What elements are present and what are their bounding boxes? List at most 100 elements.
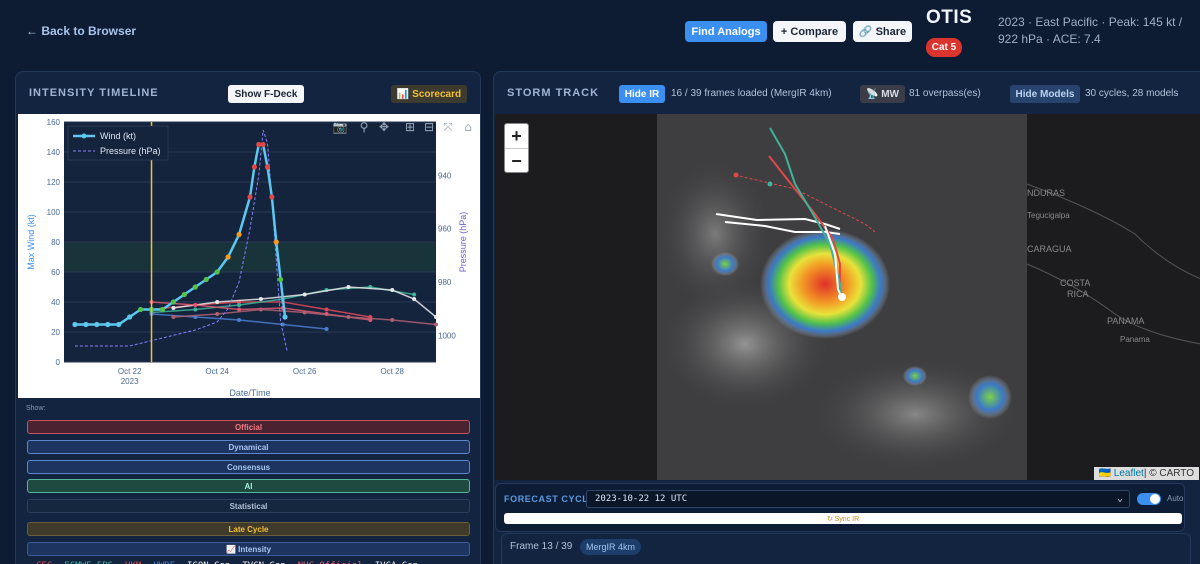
wind-point — [214, 269, 220, 275]
chart-legend-box — [67, 125, 169, 161]
ir-cloud — [655, 154, 775, 314]
forecast-point — [215, 300, 220, 304]
filter-consensus[interactable]: Consensus — [27, 460, 470, 474]
model-track — [715, 213, 841, 230]
wind-point — [282, 314, 288, 320]
model-legend-item[interactable]: TVCN-Gen — [242, 561, 285, 564]
microwave-button[interactable]: 📡 MW — [860, 85, 905, 103]
ir-convection — [711, 252, 739, 276]
back-to-browser-link[interactable]: ← Back to Browser — [26, 24, 137, 38]
model-legend-item[interactable]: HWRF — [153, 561, 175, 564]
coastline — [1026, 263, 1200, 345]
chevron-down-icon: ⌄ — [1116, 493, 1123, 504]
storm-track-title: STORM TRACK — [507, 87, 600, 99]
filter-statistical[interactable]: Statistical — [27, 499, 470, 513]
map-svg: NDURAS Tegucigalpa CARAGUA COSTA RICA PA… — [495, 114, 1200, 480]
map-label: COSTA — [1060, 278, 1090, 288]
wind-point — [236, 231, 242, 238]
legend-label-pressure: Pressure (hPa) — [100, 146, 161, 156]
model-legend-item[interactable]: UKM — [125, 561, 141, 564]
map-label: PANAMA — [1107, 316, 1144, 326]
filter-intensity[interactable]: 📈 Intensity — [27, 542, 470, 556]
forecast-point — [193, 307, 198, 312]
zoom-out-button[interactable]: − — [511, 151, 522, 171]
map-label: Panama — [1120, 335, 1150, 344]
compare-button[interactable]: + Compare — [773, 21, 846, 42]
scorecard-button[interactable]: 📊 Scorecard — [391, 85, 467, 103]
map-label: NDURAS — [1027, 188, 1065, 198]
home-icon[interactable]: ⌂ — [464, 120, 472, 134]
model-legend-item[interactable]: IVCA-Gen — [375, 561, 418, 564]
model-track — [724, 221, 841, 235]
pan-icon[interactable]: ✥ — [379, 120, 389, 134]
x-tick-label: Oct 26 — [293, 367, 317, 376]
wind-point — [127, 314, 133, 320]
y2-tick-label: 1000 — [438, 331, 456, 340]
hide-ir-button[interactable]: Hide IR — [619, 85, 665, 103]
autoscale-icon[interactable]: ⤧ — [443, 120, 453, 134]
share-button[interactable]: 🔗 Share — [853, 21, 912, 42]
wind-point — [278, 276, 284, 283]
filter-official[interactable]: Official — [27, 420, 470, 434]
ir-frames-info: 16 / 39 frames loaded (MergIR 4km) — [671, 88, 832, 99]
intensity-chart[interactable]: 0 20 40 60 80 100 120 140 160 940 960 980 1000 Oct 22… — [18, 114, 480, 398]
map-attribution: 🇺🇦 Leaflet | © CARTO — [1093, 467, 1199, 480]
ecmwf-track — [769, 127, 843, 298]
sync-ir-button[interactable]: ↻ Sync IR — [504, 513, 1182, 524]
find-analogs-button[interactable]: Find Analogs — [685, 21, 767, 42]
forecast-point — [171, 306, 176, 310]
wind-point — [181, 291, 187, 298]
y-tick-label: 40 — [51, 298, 60, 307]
hide-models-button[interactable]: Hide Models — [1010, 85, 1080, 103]
wind-point — [251, 164, 257, 170]
storm-track-map[interactable]: NDURAS Tegucigalpa CARAGUA COSTA RICA PA… — [495, 114, 1200, 480]
model-legend: CEC ECMWF-EPS UKM HWRF ICON-Gen TVCN-Gen NHC-O… — [36, 561, 430, 564]
official-track — [768, 155, 841, 294]
forecast-point — [258, 297, 263, 301]
show-fdeck-button[interactable]: Show F-Deck — [228, 85, 304, 103]
intensity-chart-svg: 0 20 40 60 80 100 120 140 160 940 960 980 1000 Oct 22… — [26, 118, 472, 398]
model-legend-item[interactable]: ICON-Gen — [187, 561, 230, 564]
forecast-cycle-bar: FORECAST CYCLE 2023-10-22 12 UTC ⌄ Auto … — [495, 483, 1185, 532]
forecast-point — [237, 318, 242, 322]
filter-dynamical[interactable]: Dynamical — [27, 440, 470, 454]
y-tick-label: 160 — [47, 118, 61, 127]
model-legend-item[interactable]: ECMWF-EPS — [64, 561, 113, 564]
forecast-point — [346, 285, 351, 289]
model-track — [734, 174, 876, 233]
zoom-in-icon[interactable]: ⊞ — [405, 120, 415, 134]
zoom-icon[interactable]: ⚲ — [360, 120, 369, 134]
auto-label: Auto — [1167, 494, 1184, 503]
forecast-point — [237, 303, 242, 307]
forecast-point — [258, 307, 263, 312]
wind-point — [260, 141, 266, 148]
forecast-cycle-select[interactable]: 2023-10-22 12 UTC ⌄ — [586, 490, 1130, 508]
forecast-point — [434, 322, 438, 327]
y-tick-label: 60 — [51, 268, 60, 277]
forecast-point — [171, 315, 176, 319]
forecast-point — [434, 315, 438, 319]
y-tick-label: 20 — [51, 328, 60, 337]
auto-toggle[interactable] — [1137, 493, 1161, 505]
zoom-out-icon[interactable]: ⊟ — [424, 120, 434, 134]
wind-point — [264, 164, 271, 170]
frame-product-badge: MergIR 4km — [580, 539, 642, 555]
wind-point — [269, 194, 275, 200]
model-legend-item[interactable]: NHC-Official — [298, 561, 363, 564]
zoom-in-button[interactable]: + — [505, 124, 528, 149]
x-tick-label: Oct 24 — [205, 367, 229, 376]
x-axis-label: Date/Time — [229, 388, 270, 398]
model-legend-item[interactable]: CEC — [36, 561, 52, 564]
y2-tick-label: 940 — [438, 171, 452, 180]
category-badge: Cat 5 — [926, 38, 962, 57]
intensity-band — [64, 242, 436, 272]
filter-ai[interactable]: AI — [27, 479, 470, 493]
wind-point — [116, 321, 122, 328]
storm-position-marker[interactable] — [838, 293, 846, 301]
forecast-point — [324, 327, 329, 331]
forecast-point — [412, 297, 417, 301]
filter-late-cycle[interactable]: Late Cycle — [27, 522, 470, 536]
leaflet-link[interactable]: 🇺🇦 Leaflet — [1098, 468, 1144, 479]
show-label: Show: — [26, 405, 46, 412]
camera-icon[interactable]: 📷 — [333, 120, 348, 134]
